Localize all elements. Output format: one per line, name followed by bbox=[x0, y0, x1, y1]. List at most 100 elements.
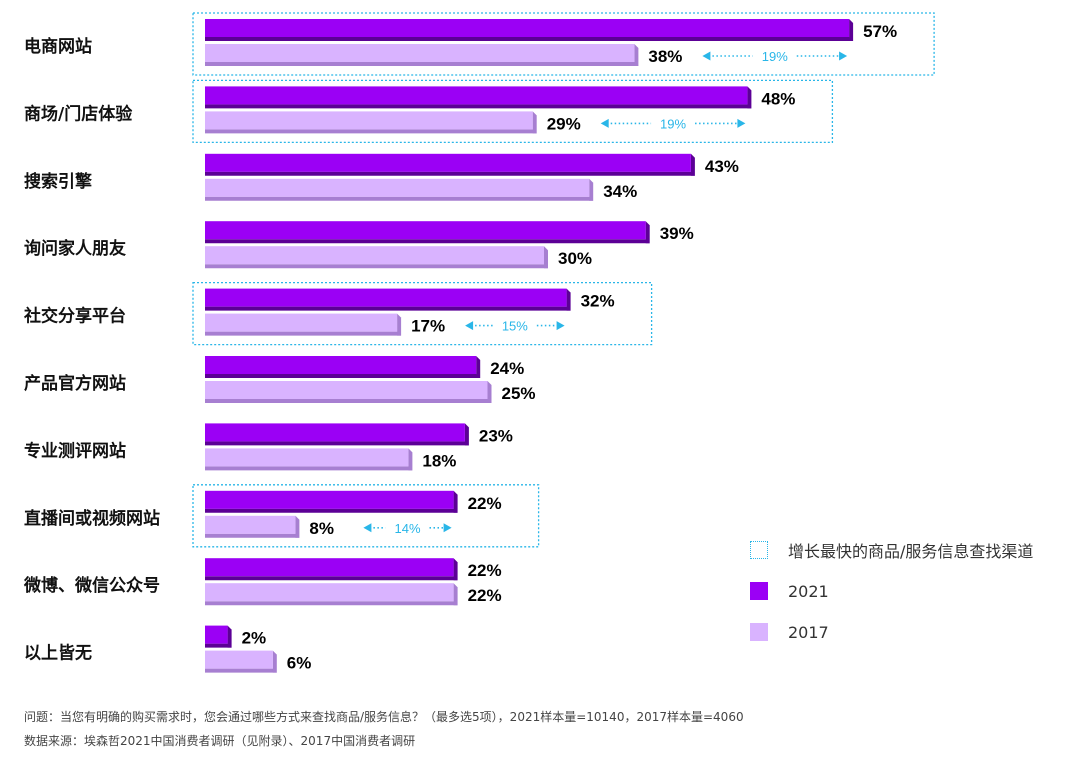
bar-2017 bbox=[205, 381, 492, 403]
bar-2021 bbox=[205, 423, 469, 446]
value-label-2021: 22% bbox=[468, 561, 502, 580]
bar-2021 bbox=[205, 86, 752, 109]
bar-2017-face bbox=[205, 583, 454, 602]
bar-2021-side bbox=[645, 221, 650, 244]
value-label-2017: 17% bbox=[411, 317, 445, 336]
bar-2021 bbox=[205, 221, 650, 244]
value-label-2021: 48% bbox=[761, 89, 795, 108]
bar-2021-bottom bbox=[205, 441, 469, 446]
bar-2021 bbox=[205, 490, 458, 513]
bar-2021-bottom bbox=[205, 171, 695, 176]
highlight-box bbox=[192, 281, 653, 346]
category-label: 专业测评网站 bbox=[24, 440, 126, 461]
bar-2021-bottom bbox=[205, 643, 232, 648]
gap-arrowhead-left bbox=[600, 118, 609, 128]
bar-2021-face bbox=[205, 19, 850, 37]
gap-arrowhead-left bbox=[702, 51, 711, 61]
bar-2017-face bbox=[205, 448, 409, 467]
category-label: 社交分享平台 bbox=[23, 306, 126, 327]
bar-2021-bottom bbox=[205, 104, 752, 109]
category-label: 商场/门店体验 bbox=[24, 103, 133, 124]
category-label: 产品官方网站 bbox=[24, 373, 126, 394]
legend-item-2017: 2017 bbox=[750, 622, 1070, 642]
bar-2021 bbox=[205, 356, 481, 378]
value-label-2021: 39% bbox=[660, 224, 694, 243]
value-label-2017: 8% bbox=[309, 519, 334, 538]
category-label: 搜索引擎 bbox=[24, 171, 93, 192]
bar-2017-bottom bbox=[205, 668, 277, 673]
legend-item-highlight: 增长最快的商品/服务信息查找渠道 bbox=[750, 540, 1070, 561]
bar-2017 bbox=[205, 515, 300, 538]
bar-2017-side bbox=[589, 178, 594, 201]
bar-2017-face bbox=[205, 381, 488, 399]
bar-2021-bottom bbox=[205, 374, 481, 378]
bar-2017 bbox=[205, 583, 458, 606]
bar-2021-face bbox=[205, 86, 748, 105]
bar-2017-bottom bbox=[205, 601, 458, 606]
bar-2021-face bbox=[205, 558, 454, 577]
legend-swatch-highlight bbox=[750, 541, 768, 559]
bar-2017 bbox=[205, 313, 402, 336]
bar-2017-bottom bbox=[205, 129, 537, 134]
category-label: 直播间或视频网站 bbox=[24, 508, 160, 529]
highlight-box bbox=[192, 484, 540, 548]
bar-2021-side bbox=[453, 558, 458, 581]
bar-2017-face bbox=[205, 515, 296, 534]
bar-2021-side bbox=[566, 288, 571, 311]
bar-2021-bottom bbox=[205, 576, 458, 581]
category-label: 以上皆无 bbox=[24, 643, 92, 664]
value-label-2017: 25% bbox=[502, 384, 536, 403]
bar-2017-side bbox=[453, 583, 458, 606]
category-label: 微博、微信公众号 bbox=[23, 575, 160, 596]
legend-item-2021: 2021 bbox=[750, 581, 1070, 601]
gap-arrowhead-right bbox=[556, 321, 565, 331]
bar-2017 bbox=[205, 44, 639, 66]
value-label-2017: 22% bbox=[468, 586, 502, 605]
bar-2017 bbox=[205, 178, 594, 201]
bar-2017 bbox=[205, 650, 277, 673]
gap-arrowhead-left bbox=[465, 321, 474, 331]
value-label-2021: 24% bbox=[490, 359, 524, 378]
bar-2017-face bbox=[205, 246, 544, 265]
value-label-2021: 23% bbox=[479, 426, 513, 445]
bar-2017-side bbox=[532, 111, 537, 134]
bar-2017-bottom bbox=[205, 196, 594, 201]
legend-swatch-2017 bbox=[750, 623, 768, 641]
bar-2021-face bbox=[205, 288, 567, 307]
bar-2017-face bbox=[205, 313, 398, 332]
bar-2017-bottom bbox=[205, 62, 639, 66]
legend: 增长最快的商品/服务信息查找渠道 2021 2017 bbox=[750, 540, 1070, 663]
bar-2017-bottom bbox=[205, 399, 492, 403]
value-label-2017: 29% bbox=[547, 114, 581, 133]
bar-2021 bbox=[205, 288, 571, 311]
gap-arrowhead-right bbox=[839, 51, 848, 61]
gap-arrowhead-left bbox=[363, 523, 372, 533]
bar-2021-side bbox=[464, 423, 469, 446]
bar-2021-face bbox=[205, 356, 477, 374]
bar-2017-face bbox=[205, 111, 533, 130]
bar-2017 bbox=[205, 448, 413, 471]
legend-label-highlight: 增长最快的商品/服务信息查找渠道 bbox=[788, 542, 1034, 561]
gap-label: 19% bbox=[660, 116, 686, 131]
bar-2017-bottom bbox=[205, 264, 548, 269]
bar-2021-side bbox=[747, 86, 752, 109]
bar-2017-bottom bbox=[205, 533, 300, 538]
value-label-2017: 38% bbox=[648, 47, 682, 66]
category-label: 询问家人朋友 bbox=[24, 238, 126, 259]
gap-label: 19% bbox=[762, 49, 788, 64]
bar-2021-bottom bbox=[205, 306, 571, 311]
legend-label-2017: 2017 bbox=[788, 622, 829, 642]
bar-2021-face bbox=[205, 423, 465, 442]
legend-swatch-2021 bbox=[750, 582, 768, 600]
gap-arrowhead-right bbox=[737, 118, 746, 128]
value-label-2021: 22% bbox=[468, 494, 502, 513]
bar-2021-bottom bbox=[205, 239, 650, 244]
bar-2017-face bbox=[205, 178, 590, 197]
bar-2021 bbox=[205, 153, 695, 176]
value-label-2021: 32% bbox=[581, 292, 615, 311]
footnote-source: 数据来源：埃森哲2021中国消费者调研（见附录）、2017中国消费者调研 bbox=[24, 734, 416, 748]
bar-2017-side bbox=[397, 313, 402, 336]
value-label-2021: 57% bbox=[863, 22, 897, 41]
bar-2017-face bbox=[205, 650, 273, 669]
